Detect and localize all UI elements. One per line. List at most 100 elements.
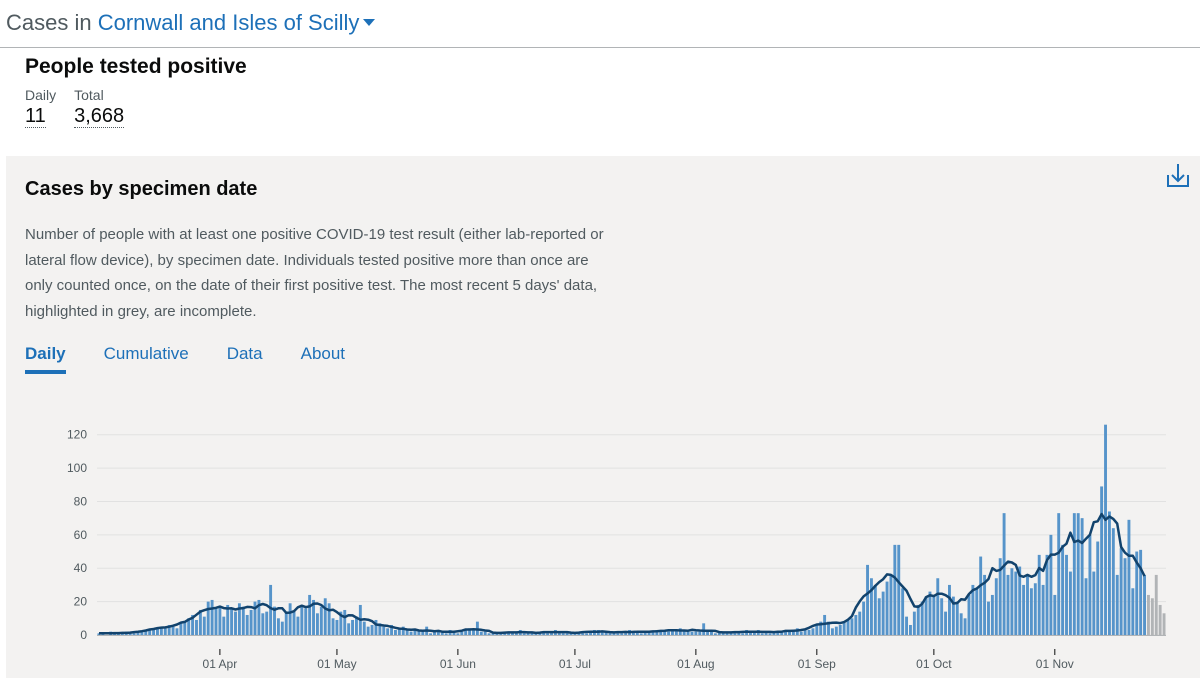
bar — [971, 584, 975, 635]
bar — [347, 623, 351, 635]
bar — [433, 631, 436, 635]
bar — [671, 629, 674, 635]
area-name[interactable]: Cornwall and Isles of Scilly — [97, 10, 360, 35]
bar — [674, 629, 678, 635]
area-selector[interactable]: Cornwall and Isles of Scilly — [98, 10, 376, 35]
bar — [534, 633, 538, 635]
bar — [589, 631, 592, 635]
bar — [834, 626, 838, 635]
bar — [647, 631, 651, 635]
bar — [803, 629, 807, 635]
y-tick-label: 20 — [74, 595, 88, 609]
bar — [846, 619, 850, 635]
bar — [1061, 544, 1065, 635]
bar — [858, 611, 862, 635]
bar — [159, 626, 163, 635]
total-metric: Total 3,668 — [74, 87, 125, 128]
bar — [175, 628, 179, 635]
bar — [830, 628, 834, 635]
y-tick-label: 40 — [74, 561, 88, 575]
bar — [760, 633, 764, 635]
tab-daily[interactable]: Daily — [25, 344, 66, 374]
x-tick-label: 01 Oct — [916, 657, 952, 671]
bar — [975, 588, 979, 635]
bar — [948, 584, 951, 635]
bar — [526, 633, 530, 635]
total-value[interactable]: 3,668 — [74, 105, 125, 128]
bar — [967, 594, 971, 635]
caret-down-icon[interactable] — [363, 18, 376, 26]
bar — [862, 601, 866, 635]
y-tick-label: 60 — [74, 528, 88, 542]
x-tick-label: 01 Apr — [203, 657, 238, 671]
bar — [144, 629, 148, 635]
chart-tabs: Daily Cumulative Data About — [25, 344, 383, 374]
bar — [885, 581, 889, 635]
bar — [663, 629, 667, 635]
bar — [698, 631, 702, 635]
tab-data[interactable]: Data — [226, 344, 263, 363]
bar — [639, 633, 643, 635]
bar — [269, 584, 273, 635]
bar — [581, 633, 585, 635]
bar — [495, 633, 499, 635]
card-title: Cases by specimen date — [25, 178, 258, 200]
bar — [838, 624, 842, 635]
bar — [667, 631, 671, 635]
bar — [1150, 598, 1154, 635]
bar — [752, 631, 756, 635]
bar — [249, 609, 253, 635]
bar — [706, 631, 710, 635]
bar — [881, 591, 885, 635]
bar — [120, 633, 124, 635]
bar — [791, 631, 795, 635]
area-header-bar: Cases in Cornwall and Isles of Scilly — [0, 0, 1200, 48]
y-tick-label: 100 — [67, 461, 87, 475]
bar — [1158, 604, 1162, 635]
bar — [483, 631, 487, 635]
bar — [472, 629, 475, 635]
bar — [869, 578, 873, 635]
bar — [183, 621, 187, 635]
bar — [951, 596, 955, 635]
bar — [327, 603, 331, 635]
bar — [97, 633, 101, 635]
bar — [655, 629, 659, 635]
bar — [546, 633, 550, 635]
bar — [405, 629, 409, 635]
bar — [1057, 513, 1061, 635]
bar — [643, 631, 647, 635]
bar — [1068, 571, 1072, 635]
bar — [983, 574, 987, 635]
bar — [167, 624, 171, 635]
daily-metric: Daily 11 — [25, 87, 56, 128]
bar — [1041, 584, 1045, 635]
bar — [1092, 571, 1096, 635]
bar — [682, 629, 686, 635]
tab-cumulative[interactable]: Cumulative — [103, 344, 189, 363]
bar — [397, 628, 401, 635]
daily-value[interactable]: 11 — [25, 105, 46, 128]
bar — [686, 631, 690, 635]
area-heading-prefix: Cases in — [6, 10, 98, 35]
bar — [136, 631, 140, 635]
bar — [1135, 551, 1139, 635]
bar — [784, 631, 788, 635]
bar — [179, 623, 183, 635]
bar — [819, 621, 823, 635]
bar — [163, 628, 167, 635]
bar — [191, 614, 195, 635]
bar — [444, 633, 448, 635]
bar — [1010, 568, 1014, 635]
download-icon[interactable] — [1164, 161, 1192, 189]
bar — [807, 629, 811, 635]
bar — [1096, 541, 1100, 635]
summary-panel: People tested positive Daily 11 Total 3,… — [25, 55, 247, 128]
bar — [198, 609, 202, 635]
bar — [253, 601, 257, 635]
tab-about[interactable]: About — [300, 344, 346, 363]
bar — [979, 556, 983, 635]
bar — [998, 558, 1002, 635]
bar — [354, 616, 358, 635]
bar — [386, 628, 390, 635]
